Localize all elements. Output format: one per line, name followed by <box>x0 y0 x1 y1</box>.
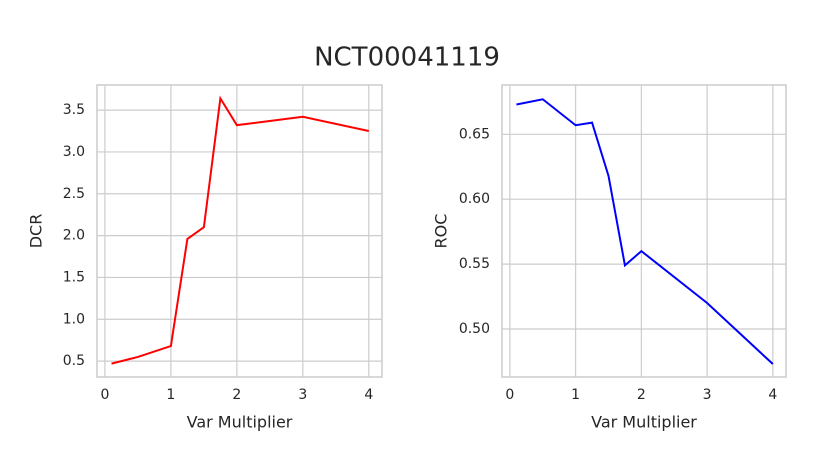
x-tick-label: 4 <box>364 387 373 403</box>
y-axis-label: ROC <box>432 214 451 249</box>
data-line <box>516 98 774 365</box>
y-tick-label: 1.0 <box>63 311 85 327</box>
y-axis-label: DCR <box>27 214 46 249</box>
axes-frame <box>96 84 383 378</box>
x-tick-label: 2 <box>637 387 646 403</box>
y-tick-label: 2.5 <box>63 186 85 202</box>
x-axis-label: Var Multiplier <box>591 413 697 432</box>
y-tick-label: 0.50 <box>459 321 490 337</box>
x-tick-label: 3 <box>298 387 307 403</box>
x-tick-label: 1 <box>571 387 580 403</box>
x-tick-label: 0 <box>100 387 109 403</box>
y-tick-label: 1.5 <box>63 269 85 285</box>
axes-frame <box>501 84 787 378</box>
x-tick-label: 4 <box>768 387 777 403</box>
y-tick-label: 0.65 <box>459 126 490 142</box>
x-tick-label: 1 <box>166 387 175 403</box>
x-tick-label: 3 <box>703 387 712 403</box>
y-tick-label: 0.5 <box>63 353 85 369</box>
figure-title: NCT00041119 <box>314 43 500 73</box>
x-tick-label: 0 <box>505 387 514 403</box>
x-tick-label: 2 <box>232 387 241 403</box>
y-tick-label: 3.0 <box>63 144 85 160</box>
y-tick-label: 0.55 <box>459 256 490 272</box>
x-axis-label: Var Multiplier <box>187 413 293 432</box>
y-tick-label: 2.0 <box>63 228 85 244</box>
y-tick-label: 0.60 <box>459 191 490 207</box>
data-line <box>111 95 370 365</box>
y-tick-label: 3.5 <box>63 102 85 118</box>
